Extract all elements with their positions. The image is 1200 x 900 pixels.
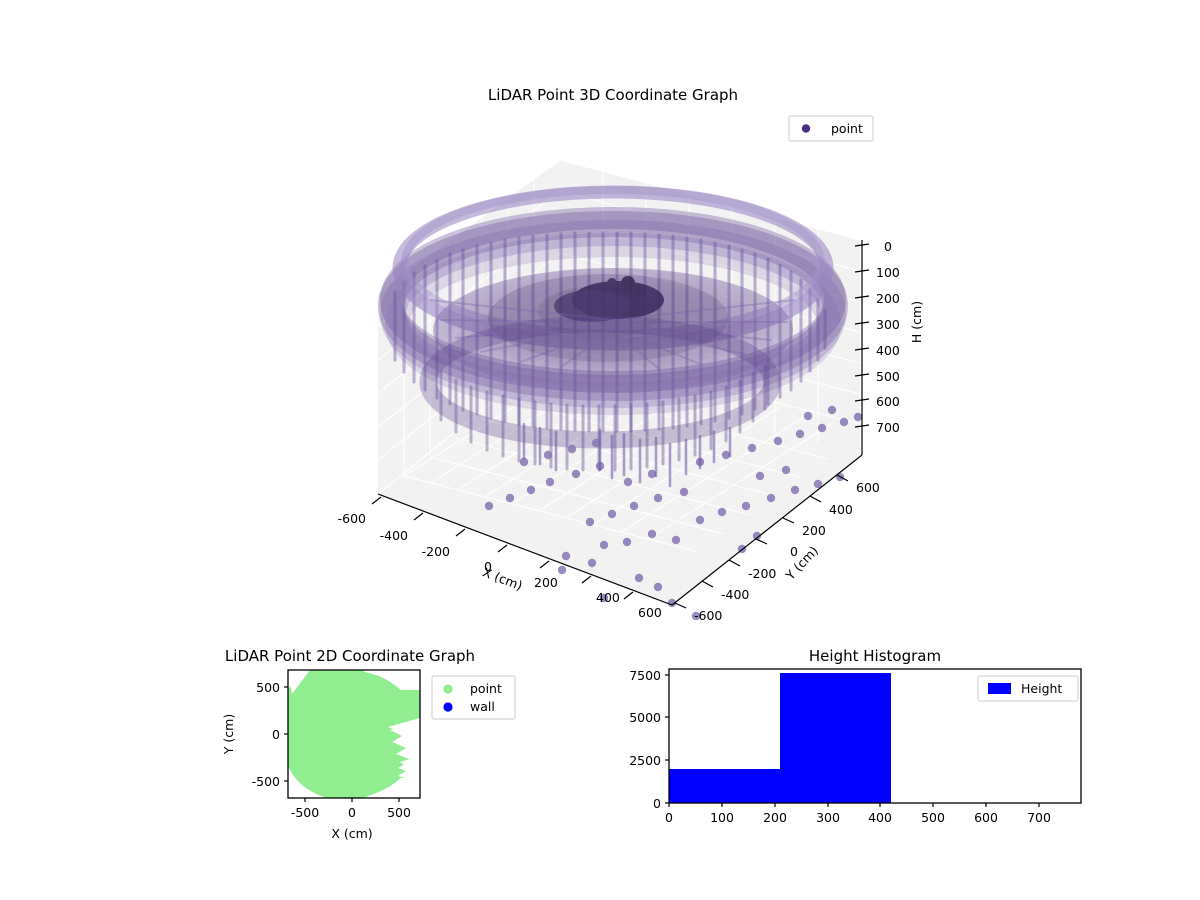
x-tick-200: 200 — [534, 575, 558, 590]
hist-y-tick-5000: 5000 — [629, 710, 661, 725]
legend-marker-point-icon — [801, 124, 811, 133]
y-tick-200: 200 — [802, 523, 826, 538]
hist-x-tick-600: 600 — [974, 810, 998, 825]
hist-x-tick-200: 200 — [763, 810, 787, 825]
legend-label-point: point — [831, 121, 863, 136]
y2d-tick-500: 500 — [256, 680, 280, 695]
histogram-bar-1 — [669, 769, 780, 803]
hist-y-tick-2500: 2500 — [629, 753, 661, 768]
x2d-axis-label: X (cm) — [331, 826, 372, 841]
y2d-tick-0: 0 — [272, 727, 280, 742]
z-tick-400: 400 — [876, 343, 900, 358]
histogram-frame — [668, 668, 1082, 804]
y2d-axis-label: Y (cm) — [221, 714, 236, 755]
legend-histogram[interactable]: Height — [977, 675, 1079, 702]
point-cloud-3d — [378, 185, 863, 621]
axis-3d-y: -600 -400 -200 0 200 400 600 Y (cm) — [671, 454, 880, 623]
legend-label-height: Height — [1021, 681, 1062, 696]
hist-y-tick-7500: 7500 — [629, 668, 661, 683]
x-axis-label: X (cm) — [481, 564, 525, 593]
x2d-tick-500: 500 — [387, 805, 411, 820]
axis-hist-y: 0 2500 5000 7500 — [629, 668, 669, 811]
z-axis-label: H (cm) — [909, 301, 924, 343]
x-tick-0: 0 — [484, 559, 492, 574]
y-tick-400: 400 — [829, 502, 853, 517]
x-tick--600: -600 — [338, 511, 366, 526]
histogram-bar-2 — [780, 673, 891, 803]
z-tick-0: 0 — [884, 239, 892, 254]
y-tick--400: -400 — [721, 587, 749, 602]
hist-y-tick-0: 0 — [653, 796, 661, 811]
z-tick-300: 300 — [876, 317, 900, 332]
x-tick-600: 600 — [638, 605, 662, 620]
hist-x-tick-400: 400 — [868, 810, 892, 825]
y-tick-600: 600 — [856, 480, 880, 495]
z-tick-700: 700 — [876, 420, 900, 435]
axis-2d-y: 500 0 -500 Y (cm) — [221, 680, 288, 789]
legend-label-wall: wall — [470, 699, 495, 714]
hist-x-tick-100: 100 — [710, 810, 734, 825]
x-tick-400: 400 — [596, 590, 620, 605]
z-tick-500: 500 — [876, 369, 900, 384]
chart-2d-lidar: LiDAR Point 2D Coordinate Graph — [221, 647, 516, 841]
legend-2d[interactable]: point wall — [431, 675, 516, 720]
axis-3d-z: 0 100 200 300 400 500 600 700 H (cm) — [854, 239, 924, 455]
z-tick-100: 100 — [876, 265, 900, 280]
x-tick--200: -200 — [422, 544, 450, 559]
points-2d — [288, 670, 420, 798]
chart-height-histogram: Height Histogram 0 2500 5000 7500 — [629, 647, 1082, 825]
histogram-bars — [669, 673, 891, 803]
y2d-tick--500: -500 — [252, 774, 280, 789]
y-tick--200: -200 — [748, 566, 776, 581]
hist-x-tick-700: 700 — [1027, 810, 1051, 825]
hist-x-tick-0: 0 — [665, 810, 673, 825]
z-tick-600: 600 — [876, 394, 900, 409]
legend-3d[interactable]: point — [788, 115, 874, 142]
axis-hist-x: 0 100 200 300 400 500 600 700 — [665, 803, 1051, 825]
x2d-tick--500: -500 — [291, 805, 319, 820]
z-tick-200: 200 — [876, 291, 900, 306]
chart-3d-lidar: LiDAR Point 3D Coordinate Graph — [338, 86, 924, 623]
x-tick--400: -400 — [380, 528, 408, 543]
y-tick--600: -600 — [694, 608, 722, 623]
histogram-title: Height Histogram — [809, 647, 941, 665]
legend-swatch-height-icon — [988, 683, 1011, 694]
hist-x-tick-300: 300 — [816, 810, 840, 825]
legend-marker-wall-icon — [443, 702, 453, 712]
x2d-tick-0: 0 — [348, 805, 356, 820]
chart-3d-title: LiDAR Point 3D Coordinate Graph — [488, 86, 738, 104]
legend-marker-point-icon-2d — [443, 684, 453, 694]
chart-2d-title: LiDAR Point 2D Coordinate Graph — [225, 647, 475, 665]
legend-label-point-2d: point — [470, 681, 502, 696]
y-axis-label: Y (cm) — [782, 543, 821, 584]
hist-x-tick-500: 500 — [921, 810, 945, 825]
axis-3d-x: -600 -400 -200 0 200 400 600 X (cm) — [338, 493, 673, 620]
axis-2d-x: -500 0 500 X (cm) — [291, 798, 411, 841]
y-tick-0: 0 — [790, 544, 798, 559]
